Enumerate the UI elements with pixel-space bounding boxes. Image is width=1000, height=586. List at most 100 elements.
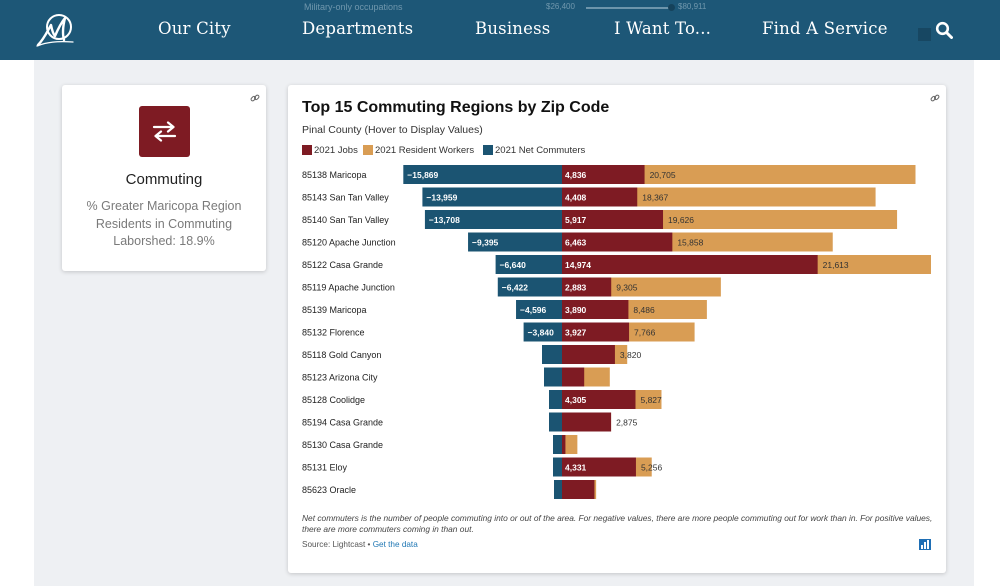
obscured-slider-track [586,7,672,9]
net-commuters-bar[interactable] [424,210,562,229]
resident-workers-value-label: 8,486 [633,305,655,315]
category-label: 85143 San Tan Valley [302,193,389,203]
net-commuters-bar[interactable] [553,457,562,477]
jobs-value-label: 14,974 [565,260,591,270]
chart-source: Source: Lightcast • Get the data [302,540,418,549]
resident-workers-bar[interactable] [562,187,876,207]
net-commuters-bar[interactable] [497,277,562,297]
link-icon[interactable] [250,93,260,103]
legend-item-net-commuters[interactable]: 2021 Net Commuters [483,145,585,157]
commuting-title: Commuting [125,171,203,188]
nav-our-city[interactable]: Our City [158,19,231,38]
legend-label-net-commuters: 2021 Net Commuters [495,145,586,156]
net-commuters-value-label: −13,708 [429,215,460,225]
jobs-bar[interactable] [562,165,645,184]
net-commuters-bar[interactable] [544,367,562,387]
net-commuters-value-label: −6,640 [500,260,527,270]
commuting-description: % Greater Maricopa Region Residents in C… [86,199,242,248]
category-label: 85623 Oracle [302,485,356,495]
resident-workers-value-label: 3,820 [620,350,642,360]
jobs-bar[interactable] [562,210,664,229]
net-commuters-value-label: −3,840 [528,328,555,338]
obscured-value-left: $26,400 [546,2,575,11]
net-commuters-bar[interactable] [422,187,562,207]
commute-badge [139,106,190,157]
obscured-chart-icon [918,28,931,41]
category-label: 85139 Maricopa [302,305,367,315]
net-commuters-value-label: −13,959 [426,193,457,203]
link-icon[interactable] [930,93,940,103]
jobs-bar[interactable] [562,277,612,297]
legend-label-jobs: 2021 Jobs [314,145,358,156]
legend-item-jobs[interactable]: 2021 Jobs [302,145,358,157]
resident-workers-value-label: 18,367 [642,193,668,203]
bar-chart-icon[interactable] [919,539,931,550]
net-commuters-value-label: −15,869 [407,170,438,180]
obscured-content-strip: Military-only occupations $26,400 $80,91… [290,0,950,14]
obscured-label: Military-only occupations [304,2,403,12]
resident-workers-bar[interactable] [562,435,578,454]
category-label: 85140 San Tan Valley [302,215,389,225]
legend-swatch-net-commuters [483,145,493,155]
commuting-bar-chart: 85138 Maricopa −15,869 4,836 20,705 85143 Sa… [302,165,931,499]
chart-title: Top 15 Commuting Regions by Zip Code [302,99,610,116]
jobs-value-label: 2,883 [565,283,587,293]
category-label: 85128 Coolidge [302,395,365,405]
resident-workers-value-label: 20,705 [650,170,676,180]
nav-departments[interactable]: Departments [302,19,414,38]
jobs-value-label: 4,331 [565,463,587,473]
obscured-slider-handle [668,4,675,11]
jobs-value-label: 3,890 [565,305,587,315]
net-commuters-bar[interactable] [542,345,562,364]
search-icon[interactable] [935,21,953,39]
resident-workers-value-label: 7,766 [634,328,656,338]
jobs-bar[interactable] [562,255,818,274]
jobs-bar[interactable] [562,300,629,319]
legend-swatch-jobs [302,145,312,155]
net-commuters-value-label: −6,422 [502,283,529,293]
resident-workers-bar[interactable] [562,165,916,184]
nav-find-a-service[interactable]: Find A Service [762,19,888,38]
page-right-margin [974,60,1000,586]
net-commuters-bar[interactable] [495,255,562,274]
resident-workers-value-label: 5,256 [641,463,663,473]
nav-business[interactable]: Business [475,19,551,38]
chart-footnote: Net commuters is the number of people co… [302,513,933,534]
legend-item-resident-workers[interactable]: 2021 Resident Workers [363,145,474,157]
jobs-bar[interactable] [562,390,636,409]
net-commuters-bar[interactable] [553,435,562,454]
category-label: 85119 Apache Junction [302,283,395,293]
resident-workers-value-label: 15,858 [677,238,703,248]
city-logo-icon[interactable] [35,12,77,48]
net-commuters-bar[interactable] [549,390,562,409]
jobs-bar[interactable] [562,457,636,477]
category-label: 85122 Casa Grande [302,260,383,270]
chart-subtitle: Pinal County (Hover to Display Values) [302,124,483,136]
net-commuters-bar[interactable] [403,165,562,184]
net-commuters-value-label: −4,596 [520,305,547,315]
nav-i-want-to[interactable]: I Want To... [614,19,712,38]
obscured-value-right: $80,911 [678,2,707,11]
category-label: 85130 Casa Grande [302,440,383,450]
jobs-value-label: 4,408 [565,193,587,203]
jobs-bar[interactable] [562,345,615,364]
jobs-bar[interactable] [562,480,595,499]
net-commuters-bar[interactable] [468,232,562,252]
legend-label-resident-workers: 2021 Resident Workers [375,145,475,156]
category-label: 85123 Arizona City [302,373,378,383]
net-commuters-bar[interactable] [516,300,562,319]
category-label: 85138 Maricopa [302,170,367,180]
jobs-bar[interactable] [562,412,612,432]
net-commuters-bar[interactable] [549,412,562,432]
jobs-value-label: 4,836 [565,170,587,180]
jobs-bar[interactable] [562,232,673,252]
jobs-bar[interactable] [562,435,566,454]
net-commuters-bar[interactable] [523,322,562,342]
jobs-bar[interactable] [562,322,630,342]
jobs-bar[interactable] [562,187,638,207]
get-the-data-link[interactable]: Get the data [372,540,418,549]
net-commuters-bar[interactable] [554,480,562,499]
commuting-stat-card: Commuting % Greater Maricopa Region Resi… [62,85,266,271]
swap-arrows-icon [152,121,177,142]
jobs-bar[interactable] [562,367,585,387]
